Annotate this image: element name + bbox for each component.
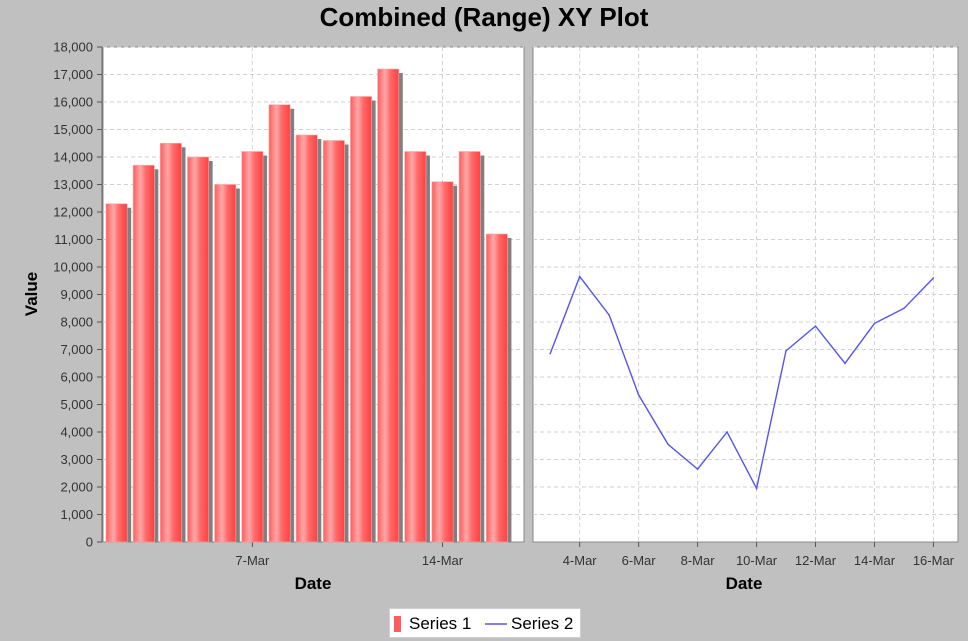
y-tick-label: 13,000 — [53, 177, 93, 192]
y-tick-label: 3,000 — [60, 452, 93, 467]
bar — [458, 151, 481, 543]
y-tick-label: 15,000 — [53, 122, 93, 137]
line-point — [637, 394, 640, 396]
y-tick-label: 6,000 — [60, 370, 93, 385]
y-tick-label: 14,000 — [53, 150, 93, 165]
series-2-line — [549, 275, 934, 491]
line-point — [549, 352, 551, 355]
bar — [404, 151, 427, 543]
bar — [322, 140, 345, 543]
bar — [431, 181, 454, 543]
line-point — [873, 322, 876, 325]
line-point — [844, 362, 846, 365]
line-point — [578, 275, 581, 278]
bar-x-axis-label: Date — [295, 574, 332, 593]
line-point — [726, 431, 728, 433]
line-point — [755, 487, 758, 490]
x-tick-label: 12-Mar — [795, 553, 837, 568]
line-point — [785, 350, 787, 352]
legend-label-series-2: Series 2 — [511, 614, 574, 633]
y-tick-label: 10,000 — [53, 260, 93, 275]
bar — [350, 96, 372, 543]
legend-swatches — [394, 616, 507, 632]
line-point — [814, 325, 817, 327]
y-tick-label: 9,000 — [60, 287, 93, 302]
x-tick-label: 14-Mar — [422, 553, 464, 568]
x-tick-label: 7-Mar — [235, 553, 270, 568]
y-axis: 0 1,000 2,000 3,000 4,000 5,000 6,000 7,000 8,00… — [53, 40, 103, 550]
bar — [268, 104, 291, 543]
y-tick-label: 16,000 — [53, 95, 93, 110]
x-tick-label: 14-Mar — [854, 553, 896, 568]
bar — [214, 184, 237, 543]
legend-label-series-1: Series 1 — [409, 614, 472, 633]
y-tick-label: 18,000 — [53, 40, 93, 55]
y-tick-label: 7,000 — [60, 342, 93, 357]
x-tick-label: 4-Mar — [563, 553, 598, 568]
bar — [132, 164, 155, 543]
line-point — [903, 307, 905, 310]
chart-title: Combined (Range) XY Plot — [319, 2, 649, 32]
y-tick-label: 5,000 — [60, 397, 93, 412]
bar — [160, 142, 182, 543]
legend-swatch-series-1 — [394, 616, 401, 632]
y-tick-label: 8,000 — [60, 315, 93, 330]
x-tick-label: 6-Mar — [622, 553, 657, 568]
y-tick-label: 4,000 — [60, 425, 93, 440]
line-point — [696, 468, 699, 470]
y-tick-label: 12,000 — [53, 205, 93, 220]
bar-plot-area: 7-Mar 14-Mar — [102, 46, 525, 568]
line-x-axis-label: Date — [726, 574, 763, 593]
bar — [377, 68, 400, 543]
bar — [241, 151, 264, 543]
line-plot-area: 4-Mar 6-Mar 8-Mar 10-Mar 12-Mar 14-Mar 16-Mar — [532, 46, 959, 568]
legend: Series 1 Series 2 — [389, 608, 581, 638]
y-tick-label: 1,000 — [60, 507, 93, 522]
bar — [295, 134, 318, 543]
x-tick-label: 8-Mar — [681, 553, 716, 568]
bar — [105, 203, 128, 543]
y-tick-label: 2,000 — [60, 480, 93, 495]
line-point — [932, 277, 935, 279]
line-point — [608, 314, 610, 316]
line-point — [667, 443, 669, 446]
y-axis-label: Value — [22, 272, 41, 316]
bar — [187, 156, 209, 543]
y-tick-label: 11,000 — [54, 232, 93, 247]
x-tick-label: 16-Mar — [913, 553, 955, 568]
x-tick-label: 10-Mar — [736, 553, 778, 568]
y-tick-label: 17,000 — [53, 67, 93, 82]
y-tick-label: 0 — [86, 535, 93, 550]
bar — [485, 233, 508, 543]
